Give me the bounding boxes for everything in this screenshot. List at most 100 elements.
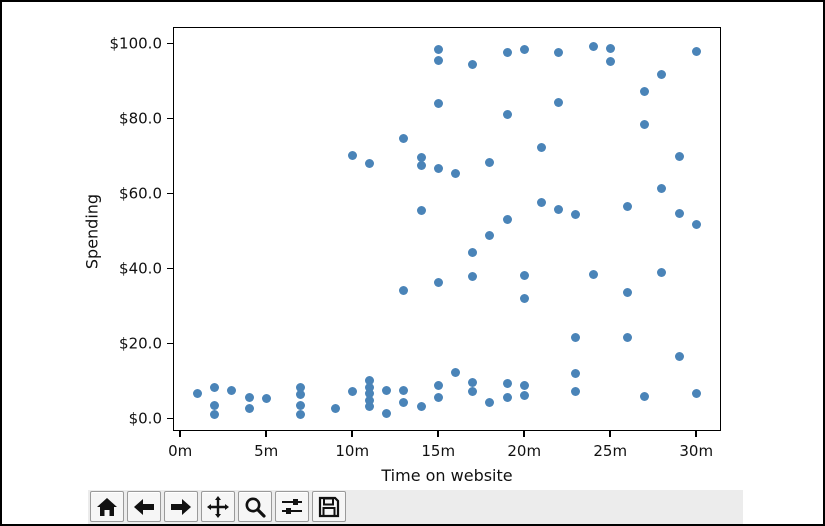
scatter-point xyxy=(364,402,374,412)
x-tick-label: 5m xyxy=(254,442,279,460)
scatter-point xyxy=(519,381,529,391)
y-tick-mark xyxy=(167,42,173,45)
scatter-point xyxy=(468,271,478,281)
zoom-button[interactable] xyxy=(238,491,272,522)
move-arrows-icon xyxy=(207,495,229,518)
scatter-point xyxy=(536,142,546,152)
y-tick-label: $40.0 xyxy=(119,259,162,277)
scatter-point xyxy=(416,152,426,162)
toolbar-strip xyxy=(88,490,743,524)
scatter-point xyxy=(399,285,409,295)
home-icon xyxy=(96,497,118,517)
arrow-left-icon xyxy=(133,497,155,517)
scatter-point xyxy=(554,47,564,57)
scatter-point xyxy=(433,278,443,288)
scatter-point xyxy=(261,394,271,404)
scatter-point xyxy=(588,269,598,279)
y-tick-mark xyxy=(167,117,173,120)
y-tick-label: $0.0 xyxy=(128,409,162,427)
navigation-toolbar xyxy=(90,491,346,522)
scatter-point xyxy=(382,385,392,395)
plot-axes xyxy=(173,27,721,431)
scatter-point xyxy=(399,385,409,395)
scatter-point xyxy=(502,47,512,57)
x-tick-label: 30m xyxy=(679,442,714,460)
scatter-point xyxy=(364,375,374,385)
forward-button[interactable] xyxy=(164,491,198,522)
scatter-point xyxy=(433,55,443,65)
scatter-point xyxy=(674,351,684,361)
scatter-point xyxy=(691,46,701,56)
scatter-point xyxy=(622,201,632,211)
y-tick-label: $60.0 xyxy=(119,184,162,202)
scatter-point xyxy=(330,404,340,414)
magnifier-icon xyxy=(244,496,266,518)
scatter-point xyxy=(244,403,254,413)
x-tick-label: 10m xyxy=(335,442,370,460)
y-tick-mark xyxy=(167,267,173,270)
scatter-point xyxy=(416,205,426,215)
scatter-point xyxy=(347,150,357,160)
scatter-point xyxy=(210,400,220,410)
scatter-point xyxy=(622,288,632,298)
y-axis-label: Spending xyxy=(82,193,102,270)
scatter-point xyxy=(296,382,306,392)
scatter-point xyxy=(468,386,478,396)
scatter-point xyxy=(416,160,426,170)
scatter-point xyxy=(468,378,478,388)
x-tick-mark xyxy=(351,431,353,437)
scatter-point xyxy=(347,387,357,397)
y-tick-mark xyxy=(167,192,173,195)
scatter-point xyxy=(571,369,581,379)
x-tick-mark xyxy=(695,431,697,437)
scatter-point xyxy=(640,120,650,130)
scatter-point xyxy=(227,385,237,395)
scatter-point xyxy=(674,208,684,218)
scatter-point xyxy=(468,60,478,70)
scatter-point xyxy=(296,400,306,410)
x-tick-mark xyxy=(265,431,267,437)
scatter-point xyxy=(485,230,495,240)
scatter-point xyxy=(622,332,632,342)
scatter-point xyxy=(416,402,426,412)
scatter-point xyxy=(571,210,581,219)
scatter-point xyxy=(502,393,512,403)
scatter-point xyxy=(519,270,529,280)
scatter-point xyxy=(502,215,512,225)
scatter-point xyxy=(536,197,546,207)
back-button[interactable] xyxy=(127,491,161,522)
scatter-point xyxy=(519,390,529,400)
scatter-point xyxy=(364,382,374,392)
scatter-point xyxy=(554,204,564,214)
x-tick-mark xyxy=(179,431,181,437)
y-tick-label: $20.0 xyxy=(119,334,162,352)
scatter-point xyxy=(691,388,701,398)
scatter-point xyxy=(364,395,374,405)
x-tick-label: 25m xyxy=(593,442,628,460)
scatter-point xyxy=(382,409,392,419)
scatter-point xyxy=(244,393,254,403)
x-tick-label: 15m xyxy=(421,442,456,460)
scatter-point xyxy=(433,164,443,174)
home-button[interactable] xyxy=(90,491,124,522)
scatter-point xyxy=(296,410,306,420)
scatter-point xyxy=(485,397,495,407)
scatter-point xyxy=(364,158,374,168)
y-tick-mark xyxy=(167,417,173,420)
scatter-point xyxy=(192,389,202,399)
scatter-point xyxy=(210,410,220,420)
save-button[interactable] xyxy=(312,491,346,522)
scatter-point xyxy=(657,69,667,79)
scatter-point xyxy=(571,386,581,396)
scatter-point xyxy=(468,247,478,257)
pan-button[interactable] xyxy=(201,491,235,522)
scatter-point xyxy=(399,133,409,143)
x-tick-label: 0m xyxy=(168,442,193,460)
x-axis-label: Time on website xyxy=(381,466,513,485)
scatter-point xyxy=(450,368,460,378)
scatter-point xyxy=(399,397,409,407)
x-tick-mark xyxy=(437,431,439,437)
subplots-button[interactable] xyxy=(275,491,309,522)
scatter-point xyxy=(433,45,443,55)
